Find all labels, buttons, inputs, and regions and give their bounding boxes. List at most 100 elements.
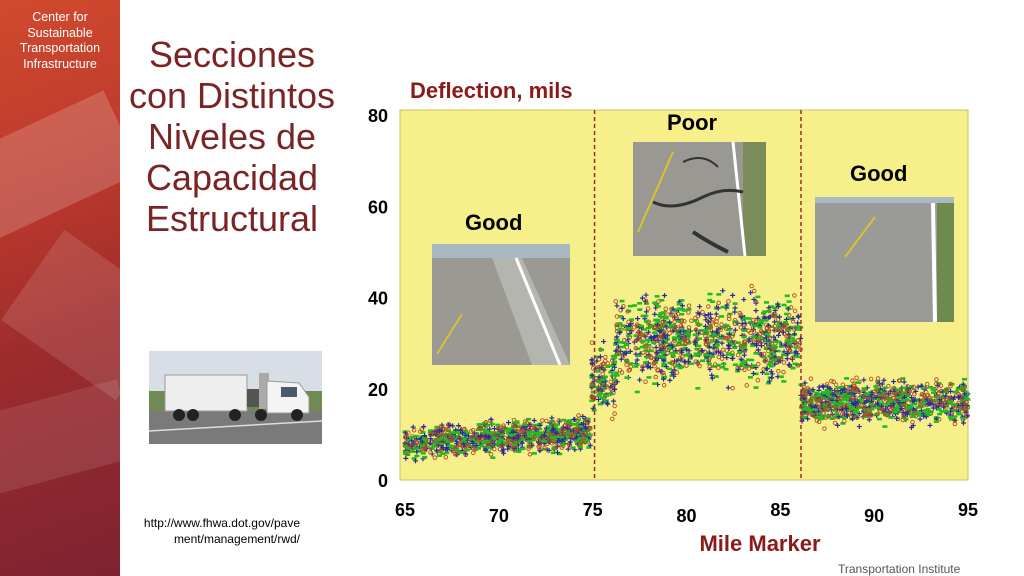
data-point	[780, 329, 786, 335]
data-point	[661, 345, 666, 351]
data-point	[435, 450, 441, 453]
data-point	[707, 298, 713, 302]
data-point	[709, 375, 715, 381]
data-point	[766, 342, 772, 346]
data-point	[623, 350, 629, 356]
data-point	[778, 341, 784, 347]
data-point	[520, 447, 526, 450]
data-point	[697, 337, 703, 340]
data-point	[573, 439, 579, 443]
data-point	[802, 380, 808, 386]
slide-title: Secciones con Distintos Niveles de Capac…	[124, 34, 340, 239]
data-point	[589, 372, 595, 378]
data-point	[516, 433, 522, 439]
data-point	[825, 407, 831, 411]
data-point	[581, 435, 586, 441]
data-point	[658, 369, 664, 375]
data-point	[478, 432, 484, 438]
data-point	[790, 366, 796, 370]
data-point	[960, 417, 966, 420]
data-point	[822, 426, 827, 431]
data-point	[695, 361, 701, 367]
data-point	[618, 341, 624, 344]
photo-poor: Poor	[633, 110, 766, 257]
data-point	[683, 347, 689, 353]
data-point	[527, 435, 533, 438]
data-point	[810, 396, 816, 400]
data-point	[765, 381, 771, 385]
data-point	[654, 295, 660, 298]
data-point	[654, 322, 660, 328]
data-point	[497, 431, 503, 434]
data-point	[738, 343, 744, 349]
data-point	[676, 302, 682, 306]
data-point	[546, 447, 552, 453]
data-point	[635, 316, 641, 322]
title-line: Capacidad	[145, 157, 319, 198]
data-point	[625, 309, 631, 314]
data-point	[575, 418, 581, 422]
data-point	[844, 411, 850, 417]
data-point	[495, 423, 501, 427]
data-point	[646, 376, 652, 379]
data-point	[709, 300, 715, 303]
data-point	[617, 368, 623, 373]
data-point	[755, 347, 761, 353]
data-point	[772, 319, 778, 325]
data-point	[629, 318, 635, 321]
data-point	[808, 408, 814, 412]
data-point	[648, 349, 654, 353]
data-point	[873, 385, 879, 388]
data-point	[613, 299, 618, 304]
data-point	[587, 433, 593, 437]
data-point	[515, 429, 521, 434]
data-point	[616, 328, 622, 332]
data-point	[846, 394, 852, 398]
data-point	[559, 435, 565, 439]
data-point	[554, 430, 560, 436]
data-point	[600, 371, 605, 377]
data-point	[546, 429, 552, 433]
data-point	[612, 364, 618, 370]
label-poor: Poor	[667, 110, 718, 135]
data-point	[935, 394, 941, 398]
data-point	[604, 394, 610, 397]
data-point	[671, 308, 677, 312]
data-point	[719, 322, 724, 327]
data-point	[836, 403, 842, 407]
source-url[interactable]: http://www.fhwa.dot.gov/pave ment/manage…	[128, 515, 300, 547]
data-point	[637, 308, 643, 311]
data-point	[911, 415, 917, 418]
data-point	[440, 452, 446, 456]
data-point	[593, 385, 599, 389]
data-point	[776, 332, 782, 338]
data-point	[595, 370, 601, 373]
data-point	[486, 446, 492, 449]
data-point	[434, 438, 440, 442]
data-point	[757, 336, 763, 339]
data-point	[495, 442, 501, 445]
data-point	[508, 427, 514, 431]
data-point	[947, 400, 953, 403]
data-point	[469, 434, 475, 440]
data-point	[795, 328, 801, 331]
data-point	[930, 391, 936, 395]
data-point	[917, 413, 923, 417]
data-point	[702, 323, 708, 329]
data-point	[653, 374, 658, 380]
data-point	[422, 455, 428, 459]
data-point	[634, 357, 640, 363]
data-point	[882, 386, 888, 390]
data-point	[855, 381, 861, 384]
data-point	[652, 331, 658, 334]
data-point	[643, 298, 649, 304]
data-point	[465, 433, 471, 439]
data-point	[757, 331, 763, 336]
data-point	[815, 392, 821, 396]
data-point	[808, 403, 813, 408]
data-point	[473, 439, 479, 443]
data-point	[930, 388, 936, 391]
data-point	[738, 344, 744, 348]
data-point	[960, 406, 965, 411]
data-point	[613, 371, 619, 375]
